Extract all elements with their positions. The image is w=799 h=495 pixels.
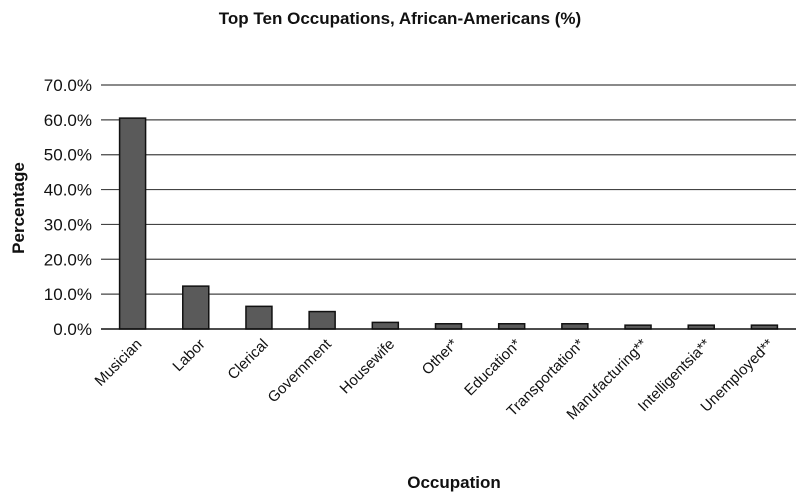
x-tick-label: Education* [461, 336, 524, 399]
y-tick-label: 20.0% [44, 250, 92, 269]
y-tick-label: 70.0% [44, 76, 92, 95]
y-axis-ticks: 0.0% 10.0% 20.0% 30.0% 40.0% 50.0% 60.0% 70.0% [44, 76, 92, 339]
bars [118, 117, 779, 330]
bar-housewife [371, 321, 400, 330]
y-tick-label: 0.0% [53, 320, 92, 339]
bar-transportation [561, 323, 589, 330]
bar-education [497, 323, 526, 330]
y-tick-label: 40.0% [44, 181, 92, 200]
bar-labor [182, 285, 210, 330]
chart-title: Top Ten Occupations, African-Americans (… [219, 9, 581, 28]
bar-clerical [245, 305, 273, 330]
y-tick-label: 50.0% [44, 146, 92, 165]
bar-other [434, 323, 463, 330]
y-tick-label: 10.0% [44, 285, 92, 304]
x-tick-label: Housewife [337, 336, 399, 398]
x-tick-label: Labor [169, 336, 208, 375]
x-tick-label: Clerical [224, 336, 271, 383]
x-tick-label: Other* [419, 336, 462, 379]
y-tick-label: 60.0% [44, 111, 92, 130]
x-tick-label: Government [265, 335, 336, 406]
y-tick-label: 30.0% [44, 215, 92, 234]
x-axis-title: Occupation [407, 473, 501, 492]
gridlines [101, 84, 796, 295]
y-axis-title: Percentage [9, 162, 28, 254]
bar-government [308, 310, 336, 330]
x-tick-label: Musician [92, 336, 146, 390]
bar-musician [118, 117, 147, 330]
